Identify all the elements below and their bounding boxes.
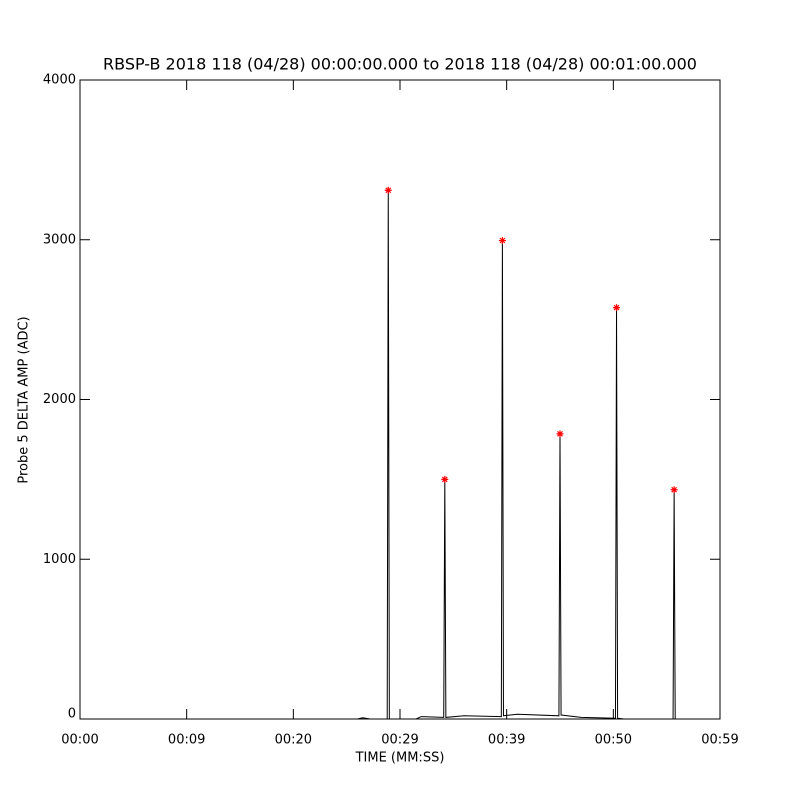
peak-marker (613, 304, 621, 312)
peak-marker (384, 186, 392, 194)
peak-marker (498, 237, 506, 245)
y-tick-label: 0 (68, 707, 76, 722)
peak-marker (556, 430, 564, 438)
y-tick-label: 1000 (43, 552, 76, 567)
x-tick-label: 00:09 (168, 733, 205, 748)
y-tick-label: 2000 (43, 392, 76, 407)
peak-marker (670, 486, 678, 494)
x-tick-label: 00:39 (488, 733, 525, 748)
chart-title: RBSP-B 2018 118 (04/28) 00:00:00.000 to … (103, 55, 697, 74)
y-tick-label: 3000 (43, 232, 76, 247)
x-axis-label: TIME (MM:SS) (355, 751, 445, 766)
x-tick-label: 00:29 (381, 733, 418, 748)
x-tick-label: 00:00 (61, 733, 98, 748)
x-tick-label: 00:59 (701, 733, 738, 748)
y-tick-label: 4000 (43, 73, 76, 88)
x-tick-label: 00:20 (275, 733, 312, 748)
x-tick-label: 00:50 (595, 733, 632, 748)
peak-marker (441, 475, 449, 483)
y-axis-label: Probe 5 DELTA AMP (ADC) (17, 316, 32, 483)
